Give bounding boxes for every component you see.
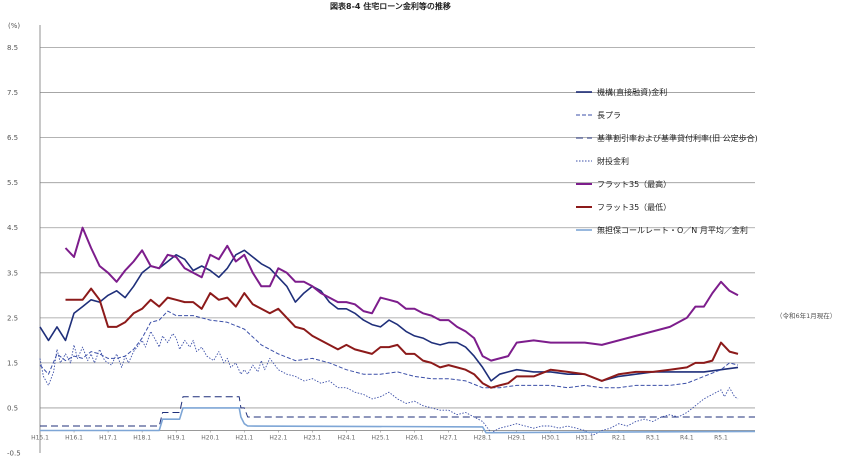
y-tick-label: 6.5	[7, 134, 18, 142]
x-tick-label: H30.1	[542, 434, 560, 441]
x-tick-label: R5.1	[714, 434, 728, 441]
x-tick-label: H16.1	[65, 434, 83, 441]
chart-title: 図表8-4 住宅ローン金利等の推移	[330, 1, 451, 11]
y-tick-label: 5.5	[7, 179, 18, 187]
legend-label-5: フラット35（最高）	[597, 179, 671, 189]
series-line-7	[40, 407, 756, 434]
series-line-5	[64, 226, 739, 362]
x-tick-label: H20.1	[201, 434, 219, 441]
series-line-6	[65, 287, 739, 389]
series-line-2	[39, 310, 739, 389]
x-tick-label: R4.1	[680, 434, 694, 441]
series-line-1	[39, 249, 739, 382]
y-tick-label: 2.5	[7, 314, 18, 322]
x-tick-label: H15.1	[31, 434, 49, 441]
series-lines	[39, 226, 756, 436]
x-tick-label: R3.1	[646, 434, 660, 441]
x-tick-label: H28.1	[474, 434, 492, 441]
y-axis-ticks: -0.5 0.5 1.5 2.5 3.5 4.5 5.5 6.5 7.5 8.5	[7, 44, 21, 457]
legend-label-1: 機構(直接融資)金利	[597, 87, 667, 97]
x-tick-label: H31.1	[576, 434, 594, 441]
y-tick-label: -0.5	[7, 450, 21, 458]
x-tick-label: H18.1	[133, 434, 151, 441]
legend-label-6: フラット35（最低）	[597, 202, 671, 212]
x-tick-label: R2.1	[612, 434, 626, 441]
y-tick-label: 1.5	[7, 359, 18, 367]
y-tick-label: 0.5	[7, 404, 18, 412]
legend-label-3: 基準割引率および基準貸付利率(旧 公定歩合)	[597, 133, 758, 143]
y-tick-label: 3.5	[7, 269, 18, 277]
date-note: （令和6年1月現在）	[776, 311, 836, 320]
y-tick-label: 4.5	[7, 224, 18, 232]
y-tick-label: 7.5	[7, 89, 18, 97]
x-tick-label: H19.1	[167, 434, 185, 441]
x-tick-label: H22.1	[269, 434, 287, 441]
legend-label-7: 無担保コールレート・O／N 月平均／金利	[597, 225, 748, 235]
x-tick-label: H26.1	[406, 434, 424, 441]
legend-label-2: 長プラ	[597, 111, 621, 120]
x-tick-label: H29.1	[508, 434, 526, 441]
y-axis-unit: (%)	[8, 22, 20, 30]
x-tick-label: H17.1	[99, 434, 117, 441]
x-tick-label: H27.1	[440, 434, 458, 441]
x-tick-label: H25.1	[372, 434, 390, 441]
x-axis-ticks: H15.1 H16.1 H17.1 H18.1 H19.1 H20.1 H21.1 H22.1…	[31, 430, 728, 441]
series-line-3	[40, 396, 755, 427]
x-tick-label: H21.1	[235, 434, 253, 441]
x-tick-label: H23.1	[303, 434, 321, 441]
legend-label-4: 財投金利	[597, 156, 629, 166]
y-tick-label: 8.5	[7, 44, 18, 52]
x-tick-label: H24.1	[337, 434, 355, 441]
